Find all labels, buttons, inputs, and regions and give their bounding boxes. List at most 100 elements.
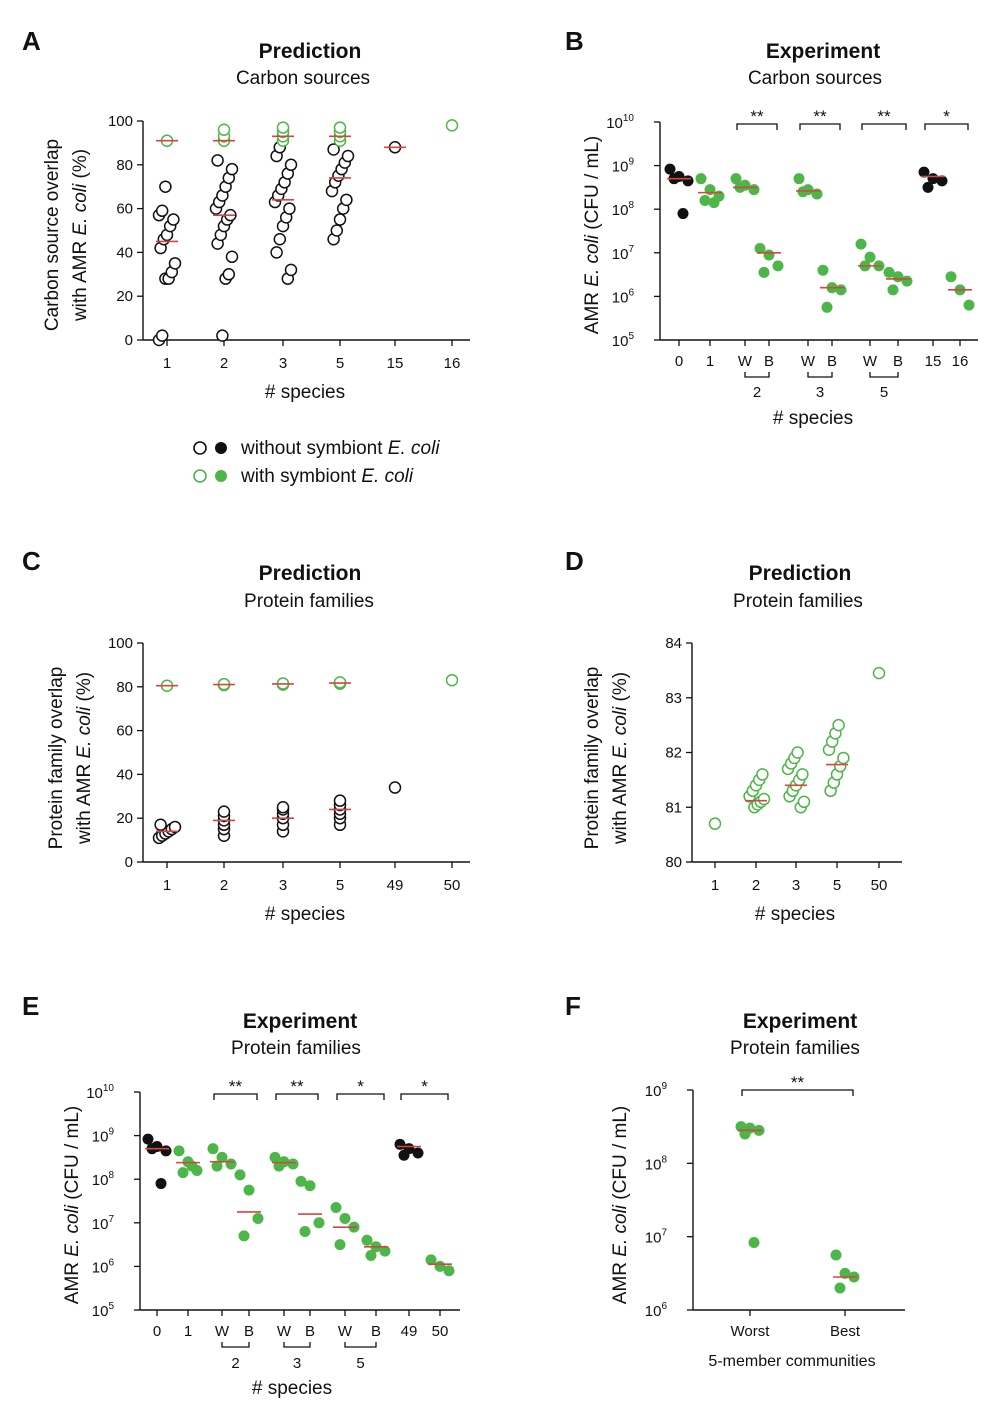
f-point <box>830 1249 842 1261</box>
c-xtick-label: 1 <box>163 877 171 894</box>
e-group-bracket <box>283 1342 311 1348</box>
panel-c-points <box>152 673 459 845</box>
legend-filled-green-marker <box>215 470 227 482</box>
f-xtick-label: Worst <box>731 1323 771 1340</box>
panel-a-axes <box>142 121 470 341</box>
panel-b-title: Experiment <box>766 40 880 63</box>
a-point <box>276 121 290 134</box>
d-point <box>756 768 769 781</box>
b-point <box>883 266 895 278</box>
f-point <box>748 1237 760 1249</box>
e-group-label: 2 <box>231 1355 239 1372</box>
panel-f-xticks: Worst Best <box>731 1310 861 1340</box>
a-point <box>284 263 298 277</box>
panel-b-points <box>664 163 975 313</box>
b-point <box>797 186 809 198</box>
c-ytick-label: 100 <box>108 635 133 652</box>
panel-f-label: F <box>565 991 581 1021</box>
a-point <box>217 123 231 137</box>
panel-a-xticks: 1 2 3 5 15 16 <box>163 340 461 372</box>
e-sig-bracket <box>336 1093 385 1100</box>
e-point <box>243 1184 255 1196</box>
e-point <box>173 1145 185 1157</box>
e-xtick-label: B <box>244 1323 254 1340</box>
b-xtick-label: 0 <box>675 353 683 370</box>
b-ytick-label: 1010 <box>606 113 634 132</box>
panel-d-title: Prediction <box>749 562 852 585</box>
c-xtick-label: 5 <box>336 877 344 894</box>
b-point <box>758 266 770 278</box>
panel-f-ylabel: AMR E. coli (CFU / mL) <box>610 1106 631 1304</box>
b-sig-label: ** <box>877 107 891 126</box>
e-point <box>269 1151 281 1163</box>
b-point <box>699 194 711 206</box>
b-sig-bracket <box>799 123 841 130</box>
d-ytick-label: 81 <box>665 799 682 816</box>
b-point <box>793 173 805 185</box>
b-xtick-label: 15 <box>925 353 942 370</box>
f-xtick-label: Best <box>830 1323 861 1340</box>
panel-a-ylabel-line2: with AMR E. coli (%) <box>70 149 91 322</box>
b-point <box>864 251 876 263</box>
panel-f-subtitle: Protein families <box>730 1038 860 1059</box>
e-point <box>330 1202 342 1214</box>
a-point <box>273 233 287 246</box>
panel-c-subtitle: Protein families <box>244 591 374 612</box>
panel-f-axes <box>692 1090 905 1311</box>
b-sig-bracket <box>861 123 907 130</box>
b-point <box>835 284 847 296</box>
d-point <box>708 817 722 830</box>
panel-e-subtitle: Protein families <box>231 1038 361 1059</box>
e-point <box>361 1234 373 1246</box>
a-point <box>167 213 180 226</box>
legend-without-label: without symbiont E. coli <box>240 438 440 459</box>
a-point <box>445 119 459 132</box>
a-point <box>284 158 298 172</box>
e-sig-label: * <box>357 1077 364 1096</box>
panel-b-xticks: 0 1 W B W B W B 15 16 <box>675 340 968 370</box>
d-point <box>791 746 804 759</box>
panel-d-label: D <box>565 546 584 576</box>
a-xtick-label: 16 <box>444 355 461 372</box>
panel-f-points <box>735 1121 860 1294</box>
e-point <box>295 1175 307 1187</box>
b-point <box>918 166 930 178</box>
b-sig-label: ** <box>813 107 827 126</box>
panel-f-title: Experiment <box>743 1010 857 1033</box>
b-group-bracket <box>869 372 899 378</box>
panel-e-points <box>142 1133 455 1277</box>
panel-e-ylabel: AMR E. coli (CFU / mL) <box>62 1106 83 1304</box>
a-point <box>283 202 296 215</box>
b-point <box>901 275 913 287</box>
c-ytick-label: 0 <box>125 854 133 871</box>
b-point <box>963 299 975 311</box>
panel-a-points <box>152 119 459 347</box>
e-point <box>299 1226 311 1238</box>
panel-c-ylabel-line1: Protein family overlap <box>46 667 67 850</box>
a-point <box>340 193 353 207</box>
panel-a-ylabel-line1: Carbon source overlap <box>42 139 63 331</box>
b-xtick-label: B <box>764 353 774 370</box>
a-point <box>211 154 224 167</box>
panel-c-xticks: 1 2 3 5 49 50 <box>163 862 460 894</box>
d-point <box>796 768 809 781</box>
panel-e-axes <box>139 1092 460 1311</box>
panel-b-significance: ** ** ** * <box>736 107 969 130</box>
e-sig-bracket <box>400 1093 449 1100</box>
d-ytick-label: 80 <box>665 854 682 871</box>
d-xtick-label: 5 <box>833 877 841 894</box>
e-ytick-label: 105 <box>92 1301 115 1320</box>
panel-d-ylabel-line2: with AMR E. coli (%) <box>610 672 631 845</box>
e-xtick-label: 1 <box>184 1323 192 1340</box>
e-group-bracket <box>221 1342 250 1348</box>
e-point <box>225 1158 237 1170</box>
b-point <box>945 271 957 283</box>
b-point <box>748 184 760 196</box>
d-xtick-label: 1 <box>711 877 719 894</box>
panel-c-axes <box>142 643 470 863</box>
panel-a-label: A <box>22 26 41 56</box>
b-sig-label: * <box>943 107 950 126</box>
c-ytick-label: 60 <box>116 723 133 740</box>
b-xtick-label: W <box>801 353 816 370</box>
panel-e-groups: 2 3 5 <box>221 1342 377 1372</box>
